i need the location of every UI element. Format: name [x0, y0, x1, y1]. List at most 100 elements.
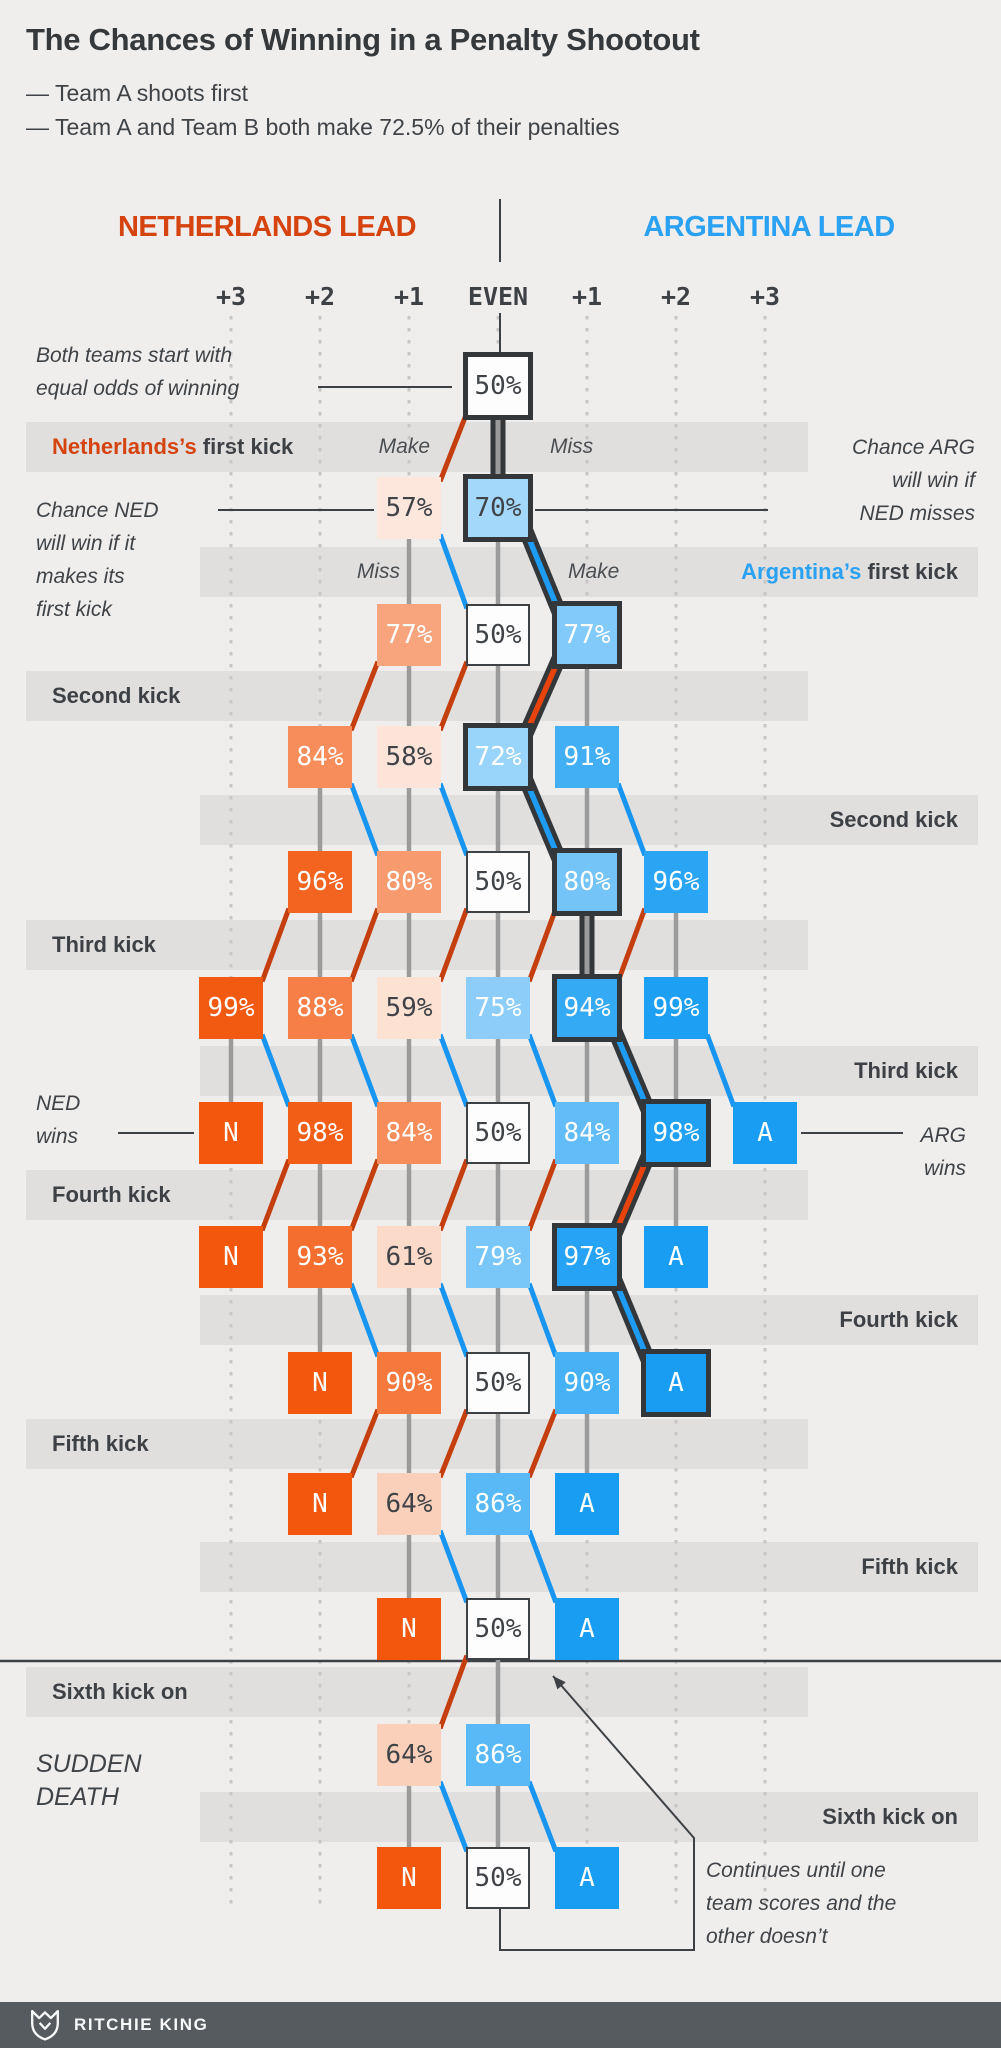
annotation-line: Chance ARG	[852, 436, 975, 459]
kick-band-11: Sixth kick on	[26, 1667, 808, 1717]
path-core-make	[524, 781, 561, 858]
path-core-make	[613, 1032, 650, 1109]
probability-box: 50%	[466, 1352, 530, 1414]
loop-connector-line	[499, 1675, 695, 1951]
make-line-arg	[437, 533, 470, 610]
kick-band-label: Fifth kick	[861, 1554, 958, 1580]
probability-box: 93%	[288, 1226, 352, 1288]
probability-box: 99%	[199, 977, 263, 1039]
axis-label-plus2: +2	[304, 282, 336, 311]
probability-box: 91%	[555, 726, 619, 788]
axis-label-even: EVEN	[467, 282, 529, 311]
make-line-arg	[526, 1033, 559, 1108]
make-line-arg	[348, 782, 381, 857]
make-line-ned	[348, 907, 381, 983]
make-line-arg	[348, 1033, 381, 1108]
probability-box: 59%	[377, 977, 441, 1039]
probability-box: 50%	[463, 352, 533, 420]
path-core-make	[613, 1157, 650, 1233]
annotation-line: equal odds of winning	[36, 377, 240, 400]
kick-band-label: Second kick	[830, 807, 958, 833]
outcome-box-arg-wins: A	[644, 1226, 708, 1288]
make-line-ned	[259, 907, 292, 983]
make-line-ned	[526, 1158, 559, 1232]
kick-band-label-segment: Argentina’s	[741, 558, 868, 584]
make-line-ned	[437, 1654, 470, 1730]
outcome-box-ned-wins: N	[288, 1473, 352, 1535]
make-line-arg	[526, 1529, 559, 1604]
probability-box: 75%	[466, 977, 530, 1039]
kick-band-label-segment: Second kick	[52, 683, 181, 708]
miss-label: Miss	[550, 435, 594, 458]
probability-box: 64%	[377, 1724, 441, 1786]
shield-fox-icon	[31, 2009, 59, 2041]
kick-band-label-segment: Fifth kick	[861, 1553, 958, 1579]
annotation-ned-first: Chance NED will win if it makes its first k…	[36, 494, 159, 626]
kick-band-label-segment: Netherlands’s	[52, 434, 203, 459]
probability-box: 50%	[466, 1102, 530, 1164]
probability-box: 50%	[466, 604, 530, 666]
make-label: Make	[568, 559, 620, 583]
annotation-line: Continues until one	[706, 1859, 886, 1882]
path-core-make	[524, 532, 561, 611]
kick-band-label: Argentina’s first kick	[741, 559, 958, 585]
make-line-ned	[526, 1408, 559, 1479]
make-line-ned	[437, 660, 470, 732]
make-line-ned	[437, 411, 470, 483]
probability-box: 86%	[466, 1724, 530, 1786]
outcome-box-arg-wins: A	[555, 1473, 619, 1535]
kick-band-label: Fourth kick	[52, 1182, 171, 1208]
annotation-sudden-death: SUDDEN DEATH	[36, 1748, 142, 1814]
outcome-box-ned-wins: N	[199, 1102, 263, 1164]
annotation-line: Both teams start with	[36, 344, 233, 367]
kick-band-label: Third kick	[52, 932, 156, 958]
make-line-arg	[259, 1033, 292, 1108]
probability-box: 88%	[288, 977, 352, 1039]
kick-band-label-segment: Fourth kick	[52, 1182, 171, 1207]
probability-box: 77%	[552, 601, 622, 669]
make-line-arg	[348, 1282, 381, 1358]
probability-box: 96%	[288, 851, 352, 913]
make-line-ned	[526, 907, 559, 983]
probability-box: 96%	[644, 851, 708, 913]
probability-box: 77%	[377, 604, 441, 666]
annotation-line: team scores and the	[706, 1892, 897, 1915]
kick-band-3: Second kick	[26, 671, 808, 721]
make-line-arg	[526, 1282, 559, 1358]
annotation-arg-first: Chance ARG will win if NED misses	[852, 431, 975, 530]
kick-band-1: Netherlands’s first kick	[26, 422, 808, 472]
probability-box: 64%	[377, 1473, 441, 1535]
make-line-ned	[348, 1408, 381, 1479]
outcome-box-ned-wins: N	[377, 1598, 441, 1660]
annotation-arg-wins: ARG wins	[920, 1119, 966, 1185]
argentina-lead-header: ARGENTINA LEAD	[643, 211, 895, 243]
kick-band-label: Netherlands’s first kick	[52, 434, 293, 460]
kick-band-12: Sixth kick on	[200, 1791, 978, 1842]
probability-box: 90%	[377, 1352, 441, 1414]
probability-box: 50%	[466, 1598, 530, 1660]
probability-box: 80%	[552, 848, 622, 916]
make-line-ned	[437, 907, 470, 983]
probability-box: 50%	[466, 851, 530, 913]
outcome-box-arg-wins: A	[555, 1847, 619, 1909]
probability-box: 98%	[288, 1102, 352, 1164]
make-line-ned	[348, 1158, 381, 1232]
path-core-make	[613, 1281, 650, 1359]
outcome-box-ned-wins: N	[199, 1226, 263, 1288]
page-title: The Chances of Winning in a Penalty Shoo…	[26, 22, 700, 57]
probability-box: 86%	[466, 1473, 530, 1535]
kick-band-label: Fifth kick	[52, 1431, 149, 1457]
annotation-ned-wins: NED wins	[36, 1087, 80, 1153]
outcome-box-arg-wins: A	[733, 1102, 797, 1164]
probability-box: 84%	[377, 1102, 441, 1164]
kick-band-label-segment: Sixth kick on	[52, 1679, 188, 1704]
axis-label-plus1: +1	[571, 282, 603, 311]
kick-band-label-segment: Third kick	[52, 932, 156, 957]
kick-band-label-segment: first kick	[202, 434, 294, 459]
annotation-line: makes its	[36, 565, 125, 588]
annotation-line: will win if	[892, 469, 975, 492]
axis-label-plus1: +1	[393, 282, 425, 311]
make-line-arg	[526, 1780, 559, 1853]
annotation-line: SUDDEN	[36, 1750, 142, 1778]
